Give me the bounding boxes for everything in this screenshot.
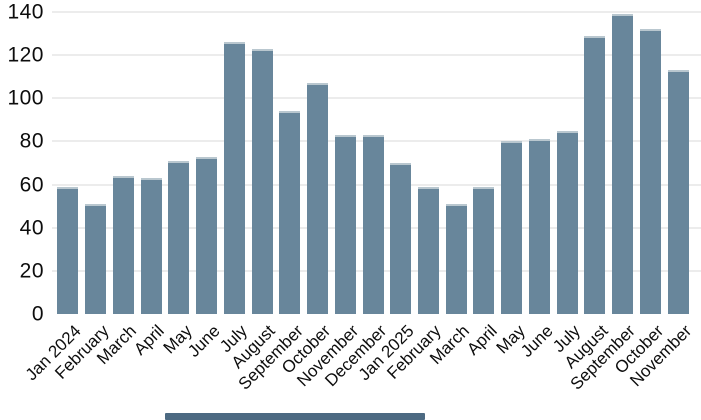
bar-jan-2025[interactable]	[390, 163, 411, 314]
bar-december[interactable]	[363, 135, 384, 314]
y-tick-label: 120	[7, 43, 44, 67]
y-tick-label: 0	[31, 302, 44, 326]
y-tick-label: 100	[7, 86, 44, 110]
bar-may[interactable]	[168, 161, 189, 314]
bar-september[interactable]	[279, 111, 300, 314]
bar-october[interactable]	[640, 29, 661, 314]
y-tick-label: 60	[19, 173, 44, 197]
bar-may[interactable]	[501, 141, 522, 314]
gridline	[52, 11, 701, 13]
bar-february[interactable]	[418, 187, 439, 314]
bar-november[interactable]	[335, 135, 356, 314]
bar-june[interactable]	[529, 139, 550, 314]
bar-october[interactable]	[307, 83, 328, 314]
bar-september[interactable]	[612, 14, 633, 314]
y-tick-label: 80	[19, 129, 44, 153]
bar-march[interactable]	[446, 204, 467, 314]
bar-november[interactable]	[668, 70, 689, 314]
y-tick-label: 20	[19, 259, 44, 283]
bar-february[interactable]	[85, 204, 106, 314]
bar-march[interactable]	[113, 176, 134, 314]
bar-april[interactable]	[141, 178, 162, 314]
bar-jan-2024[interactable]	[57, 187, 78, 314]
bar-july[interactable]	[224, 42, 245, 314]
y-tick-label: 40	[19, 216, 44, 240]
bar-august[interactable]	[252, 49, 273, 314]
y-tick-label: 140	[7, 0, 44, 24]
bar-june[interactable]	[196, 157, 217, 314]
bar-april[interactable]	[473, 187, 494, 314]
bar-july[interactable]	[557, 131, 578, 314]
horizontal-scrollbar-thumb[interactable]	[165, 413, 425, 420]
bar-august[interactable]	[584, 36, 605, 314]
x-axis-label: April	[463, 321, 501, 359]
